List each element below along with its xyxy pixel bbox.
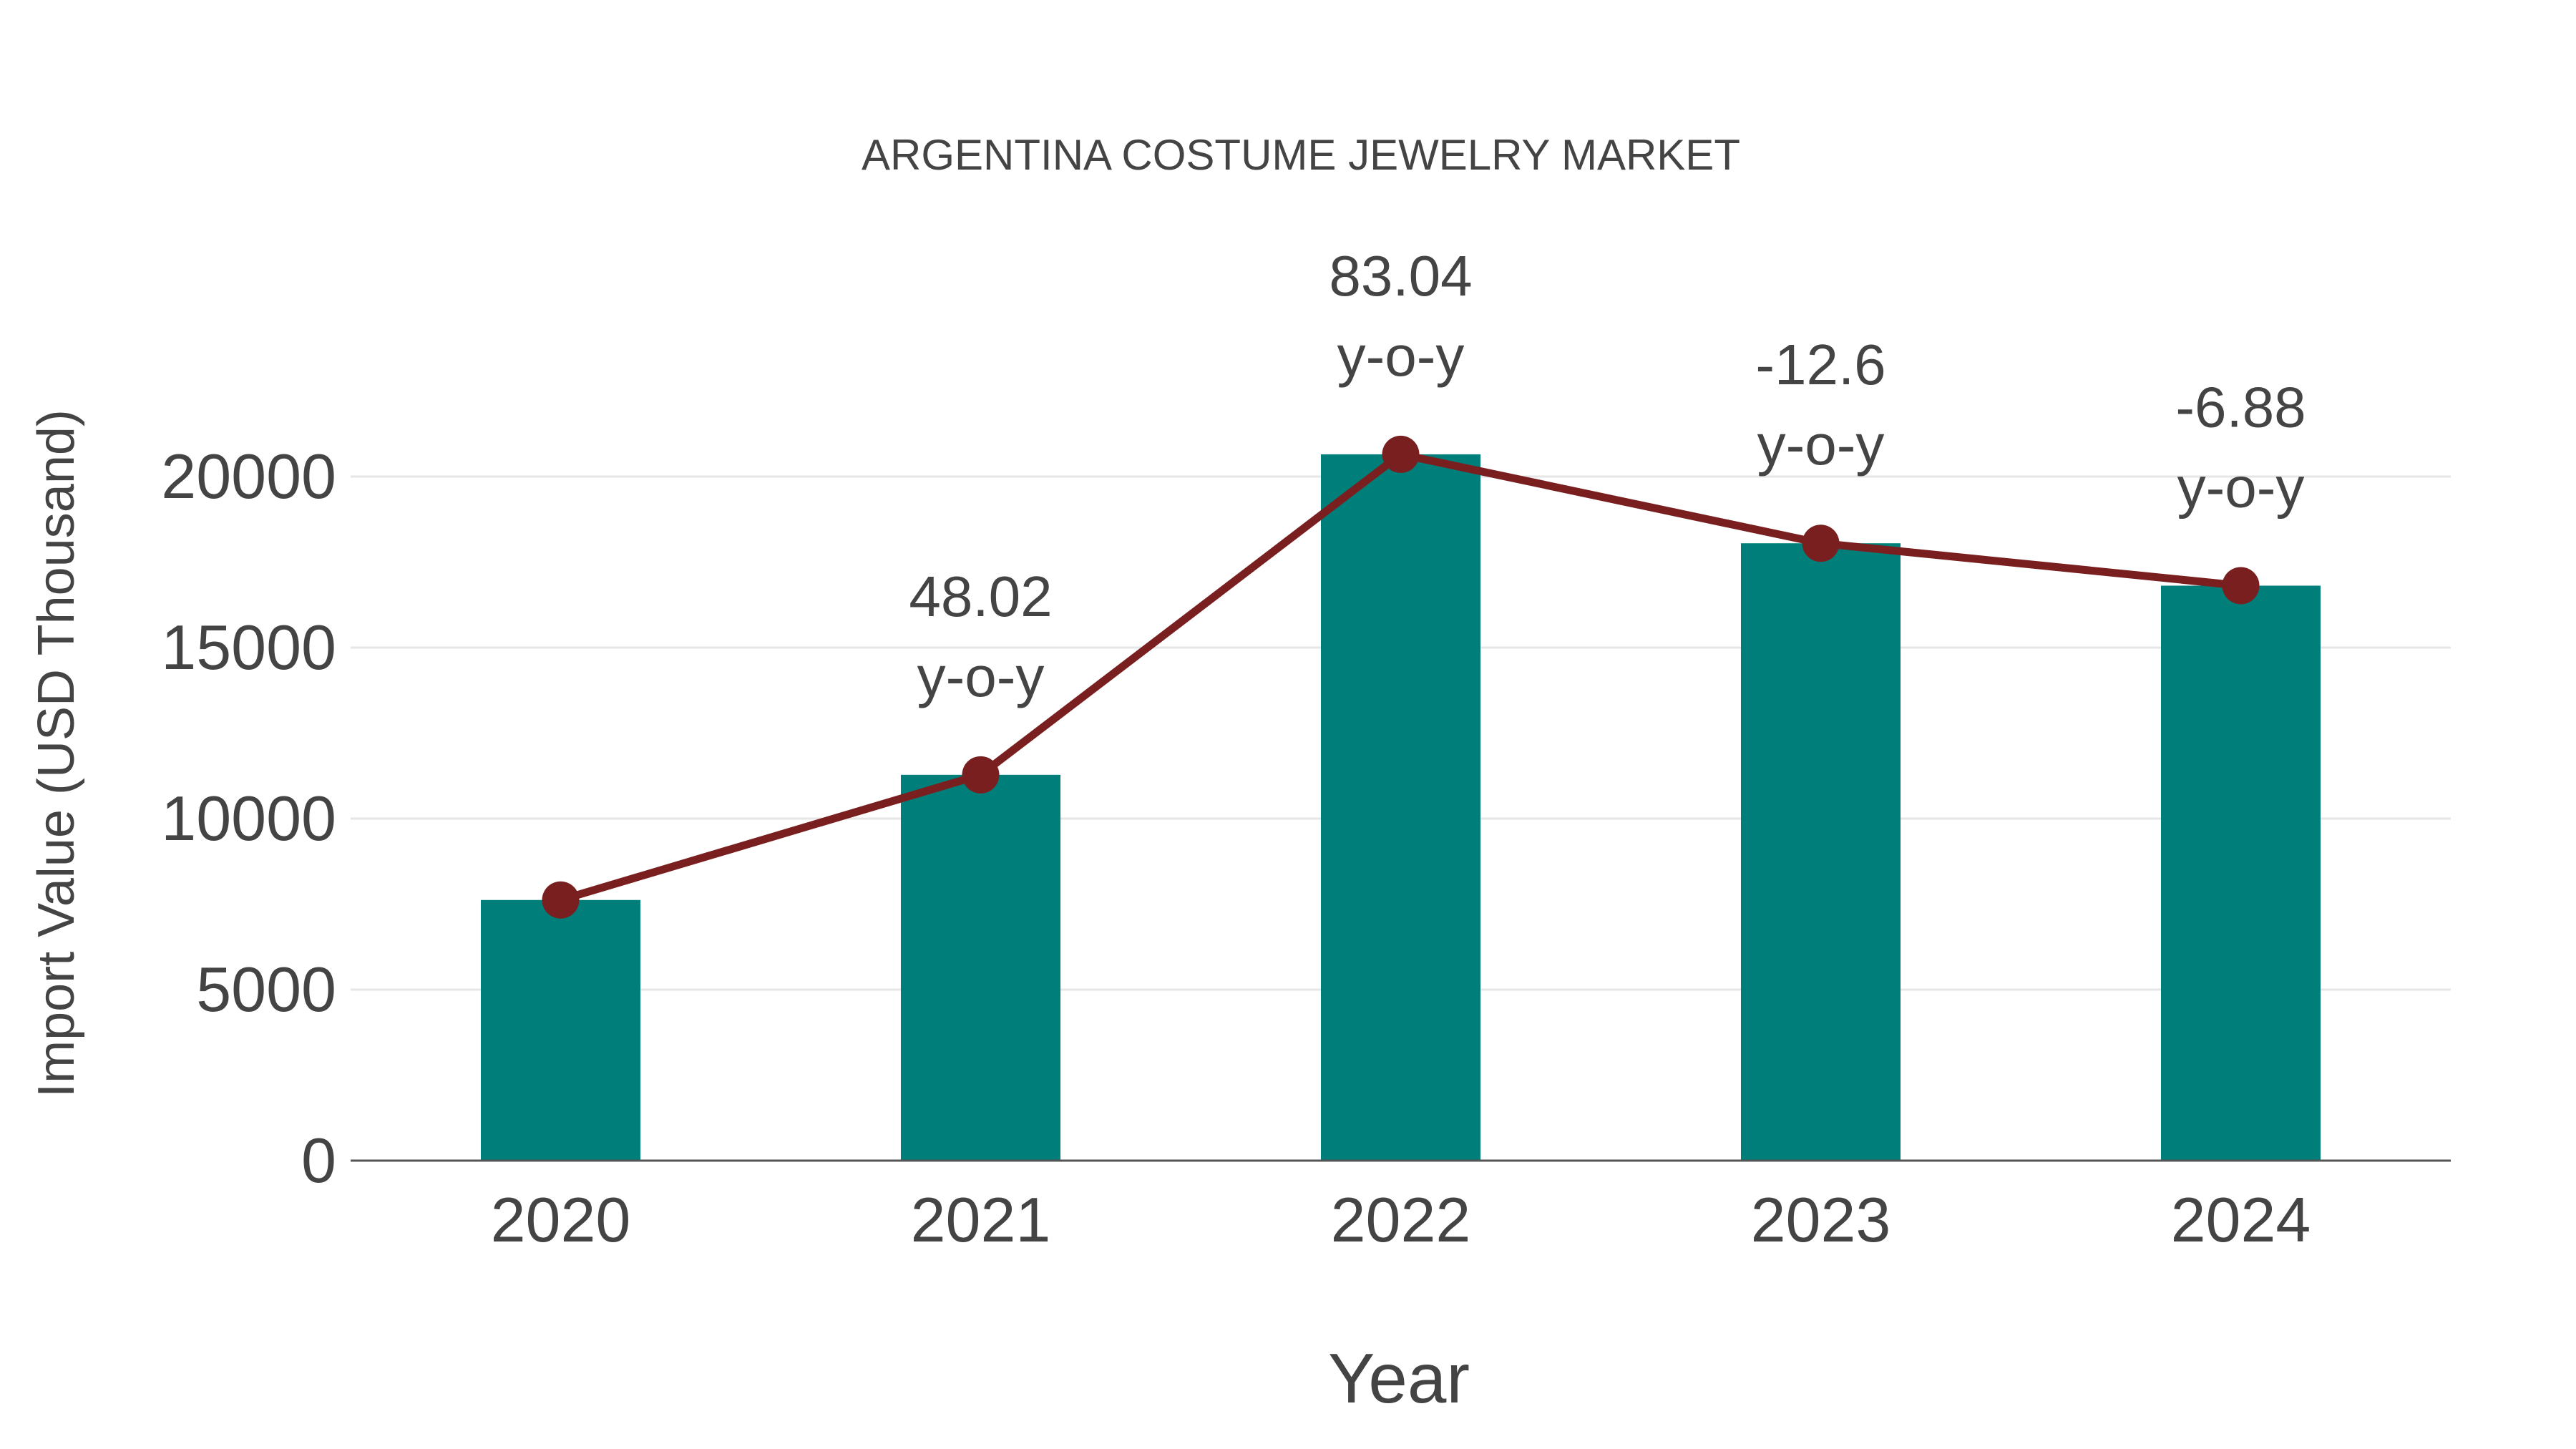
y-tick-label: 15000	[161, 612, 336, 683]
yoy-suffix: y-o-y	[917, 645, 1045, 708]
x-tick-label: 2021	[911, 1184, 1051, 1255]
x-axis-label: Year	[1328, 1339, 1470, 1418]
y-tick-label: 20000	[161, 441, 336, 512]
y-axis-label: Import Value (USD Thousand)	[28, 409, 85, 1098]
line-marker[interactable]	[1802, 525, 1840, 562]
x-axis-ticks: 2020 2021 2022 2023 2024	[491, 1184, 2311, 1255]
line-marker[interactable]	[542, 881, 580, 919]
line-marker[interactable]	[962, 756, 1000, 794]
line-marker[interactable]	[1382, 435, 1420, 473]
line-marker[interactable]	[2222, 567, 2260, 605]
x-tick-label: 2020	[491, 1184, 631, 1255]
bar-series	[480, 454, 2321, 1161]
bar-2021[interactable]	[900, 774, 1061, 1161]
x-tick-label: 2024	[2171, 1184, 2311, 1255]
y-tick-label: 0	[301, 1125, 336, 1196]
yoy-suffix: y-o-y	[1757, 413, 1885, 477]
y-tick-label: 5000	[196, 954, 336, 1025]
y-axis-ticks: 0 5000 10000 15000 20000	[161, 441, 336, 1196]
x-tick-label: 2023	[1751, 1184, 1891, 1255]
yoy-annotations: 48.02 y-o-y 83.04 y-o-y -12.6 y-o-y -6.88 y-o-y	[909, 244, 2306, 708]
x-tick-label: 2022	[1331, 1184, 1471, 1255]
yoy-suffix: y-o-y	[1337, 324, 1465, 388]
y-tick-label: 10000	[161, 783, 336, 854]
bar-2024[interactable]	[2160, 585, 2321, 1161]
line-series	[542, 435, 2260, 919]
bar-2023[interactable]	[1740, 543, 1901, 1161]
yoy-value: -12.6	[1755, 333, 1885, 396]
yoy-suffix: y-o-y	[2177, 455, 2305, 519]
yoy-value: 48.02	[909, 565, 1052, 628]
chart-title: ARGENTINA COSTUME JEWELRY MARKET	[862, 131, 1740, 179]
yoy-value: -6.88	[2175, 375, 2306, 439]
bar-2022[interactable]	[1320, 454, 1481, 1161]
yoy-value: 83.04	[1329, 244, 1472, 308]
bar-2020[interactable]	[480, 899, 641, 1161]
